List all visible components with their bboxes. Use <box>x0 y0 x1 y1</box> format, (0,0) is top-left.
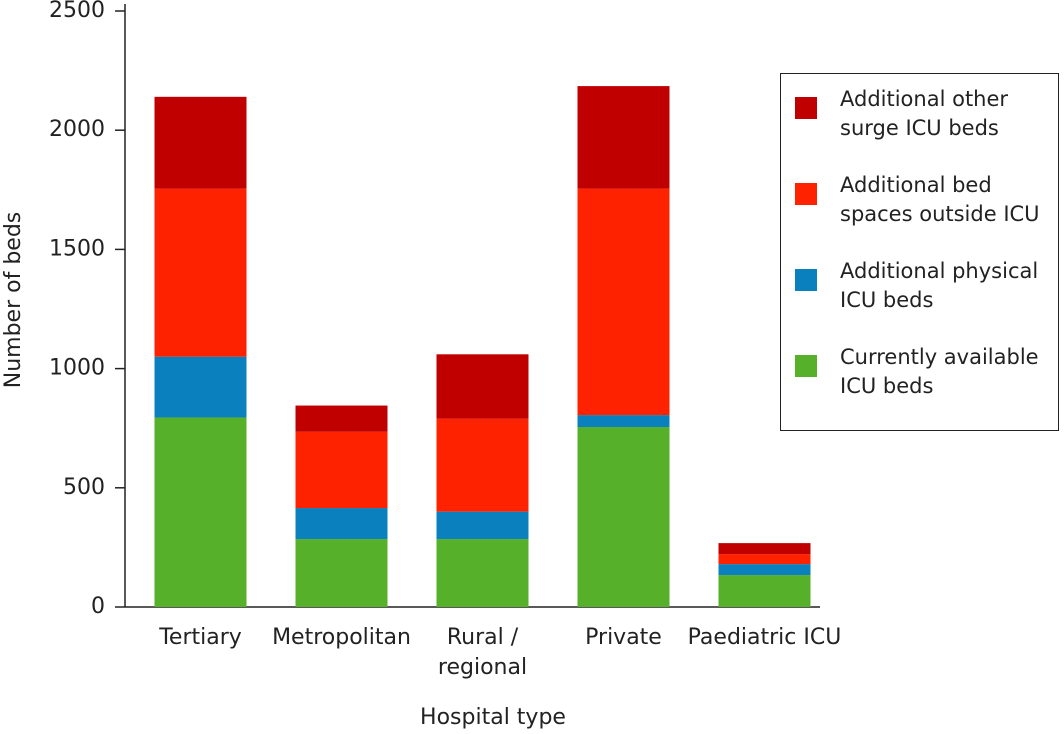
legend: Additional other surge ICU beds Additiona… <box>780 73 1059 431</box>
y-tick-label: 1000 <box>49 356 105 381</box>
x-tick-label: Paediatric ICU <box>687 625 842 650</box>
bar-segment <box>295 431 388 509</box>
legend-swatch <box>795 269 817 291</box>
bar-segment <box>154 96 247 189</box>
y-tick-label: 1500 <box>49 236 105 261</box>
x-tick-label: Private <box>585 625 662 650</box>
legend-swatch <box>795 97 817 119</box>
y-tick-label: 2500 <box>49 0 105 23</box>
bar-segment <box>718 564 811 576</box>
bar-segment <box>577 427 670 607</box>
bar-segment <box>295 508 388 540</box>
x-tick-label: Metropolitan <box>272 625 411 650</box>
legend-swatch <box>795 183 817 205</box>
bar-segment <box>718 575 811 607</box>
legend-label: Additional physical ICU beds <box>840 259 1039 312</box>
x-tick-label: Rural / regional <box>437 625 528 680</box>
y-tick-label: 0 <box>91 594 105 619</box>
x-tick-label: Tertiary <box>159 625 242 650</box>
y-axis-title: Number of beds <box>1 212 26 389</box>
x-axis-title: Hospital type <box>420 705 566 730</box>
bar-segment <box>295 539 388 607</box>
y-tick-label: 500 <box>63 475 105 500</box>
legend-label: Additional other surge ICU beds <box>840 87 1009 140</box>
bar-segment <box>436 354 529 419</box>
bar-segment <box>154 188 247 357</box>
bar-segment <box>154 417 247 607</box>
y-tick-label: 2000 <box>49 117 105 142</box>
legend-label: Additional bed spaces outside ICU <box>840 173 1040 226</box>
bar-segment <box>577 86 670 189</box>
bar-segment <box>154 356 247 418</box>
bar-segment <box>436 511 529 540</box>
legend-swatch <box>795 355 817 377</box>
bar-segment <box>577 188 670 416</box>
bar-segment <box>718 543 811 555</box>
bar-segment <box>718 554 811 565</box>
bar-segment <box>436 539 529 607</box>
legend-label: Currently available ICU beds <box>840 345 1039 398</box>
bar-segment <box>577 415 670 428</box>
bar-segment <box>295 405 388 432</box>
bar-segment <box>436 418 529 512</box>
